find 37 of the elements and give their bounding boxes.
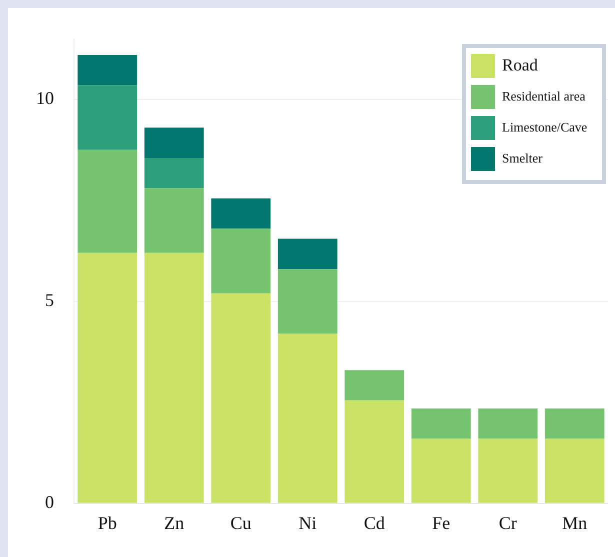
x-tick-label: Ni — [298, 512, 317, 533]
x-tick-label: Fe — [432, 512, 450, 533]
x-tick-label: Zn — [164, 512, 184, 533]
bar — [78, 252, 138, 503]
bar — [278, 238, 338, 270]
y-tick-label: 10 — [36, 88, 54, 108]
bar — [344, 400, 404, 503]
bar — [211, 293, 271, 503]
bar — [144, 128, 204, 158]
legend-label: Road — [502, 55, 538, 74]
y-tick-label: 0 — [45, 492, 54, 512]
bar — [78, 150, 138, 253]
bar — [144, 252, 204, 503]
bar — [211, 228, 271, 294]
bar — [478, 408, 538, 439]
bar — [278, 269, 338, 334]
bar — [211, 198, 271, 229]
bar — [478, 438, 538, 503]
bar — [78, 85, 138, 150]
x-tick-label: Cr — [498, 512, 517, 533]
x-tick-label: Cd — [364, 512, 385, 533]
y-tick-label: 5 — [45, 290, 54, 310]
bar — [344, 370, 404, 400]
legend-label: Limestone/Cave — [502, 119, 588, 134]
legend-label: Residential area — [502, 88, 586, 104]
legend-label: Smelter — [502, 150, 544, 166]
bar — [144, 158, 204, 188]
bar — [411, 438, 471, 503]
bar — [411, 408, 471, 439]
x-tick-label: Cu — [230, 512, 252, 533]
x-tick-label: Pb — [98, 512, 117, 533]
bar — [544, 408, 604, 439]
bar — [78, 54, 138, 86]
bar — [544, 438, 604, 503]
x-tick-label: Mn — [562, 512, 588, 533]
bar — [278, 334, 338, 503]
bar — [144, 188, 204, 253]
